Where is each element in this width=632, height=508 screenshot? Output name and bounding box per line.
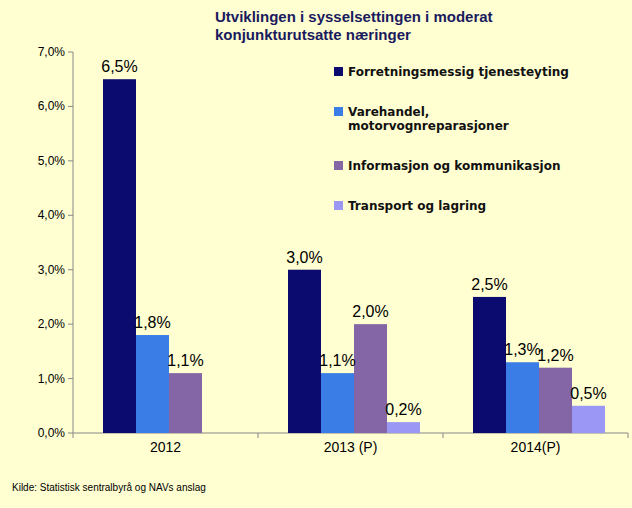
bar: [321, 373, 354, 433]
y-tick-label: 4,0%: [38, 208, 66, 222]
x-tick: [443, 433, 444, 438]
y-axis: [73, 52, 74, 433]
data-labels: 6,5% 3,0% 2,5% 1,8% 1,1% 1,3% 1,1% 2,0% 1,2% 0,2%…: [101, 58, 606, 418]
y-tick: [68, 106, 73, 107]
x-tick-label: 2013 (P): [324, 439, 378, 455]
legend-line: Transport og lagring: [348, 199, 486, 213]
y-tick: [68, 378, 73, 379]
bar: [473, 297, 506, 433]
legend-line: Varehandel,: [348, 105, 429, 119]
bar: [387, 422, 420, 433]
legend-label: Transport og lagring: [348, 199, 486, 213]
source: Kilde: Statistisk sentralbyrå og NAVs an…: [12, 482, 206, 493]
data-label: 1,1%: [319, 352, 355, 369]
x-tick: [628, 433, 629, 438]
y-tick: [68, 433, 73, 434]
bar: [202, 433, 235, 434]
legend: Forretningsmessig tjenesteyting Varehande…: [334, 65, 569, 213]
y-tick-label: 7,0%: [38, 45, 66, 59]
bar: [572, 406, 605, 433]
bar: [354, 324, 387, 433]
data-label: 3,0%: [286, 249, 322, 266]
chart: Utviklingen i sysselsettingen i moderatk…: [0, 0, 632, 508]
x-tick: [258, 433, 259, 438]
bar: [539, 368, 572, 433]
data-label: 6,5%: [101, 58, 137, 75]
data-label: 2,5%: [471, 276, 507, 293]
data-label: 1,1%: [167, 352, 203, 369]
background: [0, 0, 632, 508]
y-tick-label: 6,0%: [38, 99, 66, 113]
data-label: 1,2%: [537, 347, 573, 364]
y-tick-label: 2,0%: [38, 317, 66, 331]
legend-line: Informasjon og kommunikasjon: [348, 159, 560, 173]
title: Utviklingen i sysselsettingen i moderatk…: [215, 8, 493, 43]
bar: [136, 335, 169, 433]
legend-line: motorvognreparasjoner: [348, 119, 509, 133]
title-line: konjunkturutsatte næringer: [215, 26, 411, 43]
y-tick-label: 0,0%: [38, 426, 66, 440]
y-tick: [68, 52, 73, 53]
data-label: 1,8%: [134, 314, 170, 331]
bar: [288, 270, 321, 433]
bar: [506, 362, 539, 433]
y-tick: [68, 324, 73, 325]
legend-label: Informasjon og kommunikasjon: [348, 159, 560, 173]
y-tick: [68, 160, 73, 161]
bar: [103, 79, 136, 433]
bar: [169, 373, 202, 433]
x-tick: [73, 433, 74, 438]
legend-swatch: [334, 67, 343, 76]
y-tick-label: 5,0%: [38, 154, 66, 168]
title-line: Utviklingen i sysselsettingen i moderat: [215, 8, 493, 25]
legend-swatch: [334, 161, 343, 170]
legend-swatch: [334, 201, 343, 210]
y-tick-label: 3,0%: [38, 263, 66, 277]
data-label: 2,0%: [352, 303, 388, 320]
y-tick: [68, 269, 73, 270]
legend-label: Varehandel,motorvognreparasjoner: [348, 105, 509, 133]
legend-label: Forretningsmessig tjenesteyting: [348, 65, 569, 79]
x-tick-label: 2012: [150, 439, 181, 455]
bars: [103, 79, 605, 433]
legend-swatch: [334, 107, 343, 116]
data-label: 1,3%: [504, 341, 540, 358]
y-tick: [68, 215, 73, 216]
y-tick-label: 1,0%: [38, 372, 66, 386]
x-tick-label: 2014(P): [511, 439, 561, 455]
data-label: 0,5%: [570, 385, 606, 402]
data-label: 0,2%: [385, 401, 421, 418]
legend-line: Forretningsmessig tjenesteyting: [348, 65, 569, 79]
